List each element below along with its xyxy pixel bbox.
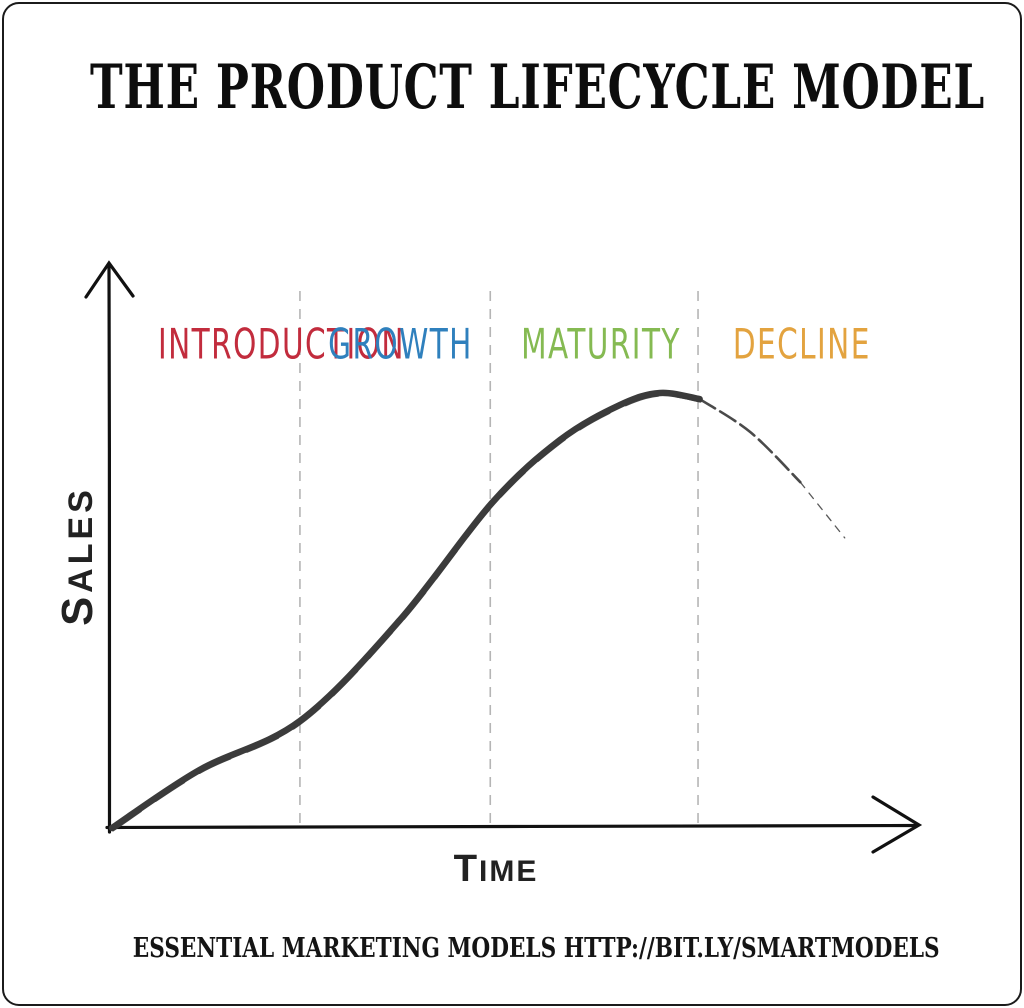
x-axis-label: TIME bbox=[453, 847, 539, 890]
phase-label-maturity: MATURITY bbox=[521, 319, 681, 369]
phase-divider-lines bbox=[299, 291, 699, 831]
page-title: THE PRODUCT LIFECYCLE MODEL bbox=[90, 52, 986, 123]
y-axis-arrow-icon bbox=[84, 260, 135, 299]
chart-axes bbox=[84, 260, 923, 854]
sales-curve bbox=[108, 389, 846, 832]
y-axis-label: SALES bbox=[54, 486, 102, 626]
phase-label-growth: GROWTH bbox=[328, 319, 473, 369]
y-axis-line bbox=[107, 264, 112, 834]
x-axis-line bbox=[105, 823, 919, 830]
footer-credit: ESSENTIAL MARKETING MODELS HTTP://BIT.LY… bbox=[133, 933, 940, 964]
x-axis-arrow-icon bbox=[871, 795, 923, 854]
phase-label-decline: DECLINE bbox=[732, 319, 871, 369]
phase-label-introduction: INTRODUCTION bbox=[158, 319, 405, 369]
